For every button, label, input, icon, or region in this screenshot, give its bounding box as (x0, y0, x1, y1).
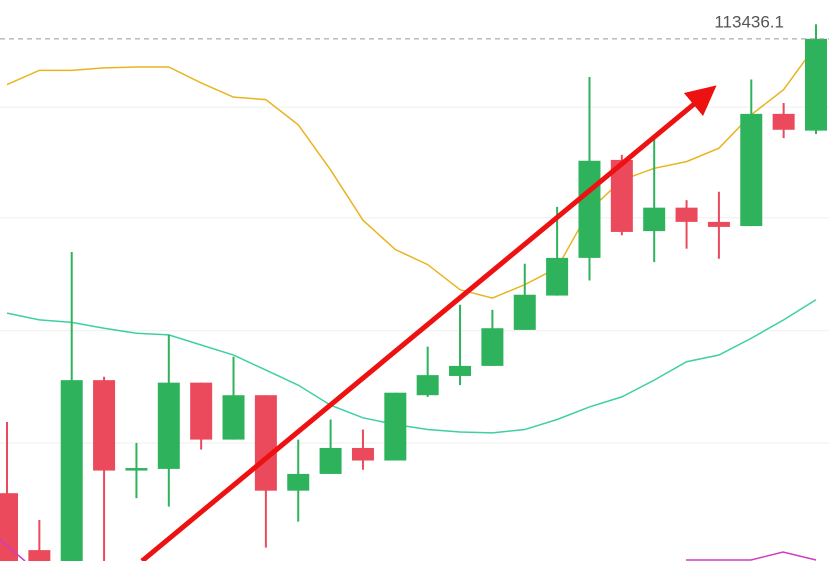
indicator-line (0, 539, 26, 561)
trend-arrow (140, 85, 717, 561)
candle-body (0, 493, 18, 561)
candle-body (707, 221, 730, 227)
candle-body (578, 160, 601, 258)
candle-body (513, 294, 536, 330)
candle-body (610, 159, 633, 232)
candle-body (287, 473, 310, 491)
candle-body (481, 328, 504, 366)
candle-body (675, 207, 698, 222)
candles (0, 24, 827, 561)
candle-body (93, 380, 116, 471)
candle-body (222, 395, 245, 440)
candle-body (449, 365, 472, 376)
moving-average (6, 299, 817, 434)
candle-body (28, 550, 51, 561)
candle-body (157, 382, 180, 469)
candle-body (254, 395, 277, 491)
grid (0, 106, 829, 444)
moving-average (6, 44, 817, 299)
candle-body (190, 382, 213, 440)
moving-averages (6, 44, 817, 434)
candle-body (60, 380, 83, 561)
candle-body (643, 207, 666, 232)
candle-body (351, 447, 374, 461)
candle-body (384, 392, 407, 461)
candle-body (319, 447, 342, 474)
last-price-label: 113436.1 (714, 12, 784, 31)
candle-body (416, 375, 439, 396)
candle-body (805, 38, 827, 131)
price-marker: 113436.1 (0, 12, 829, 40)
candle-body (772, 113, 795, 130)
candle-body (125, 468, 148, 471)
candle-body (740, 113, 763, 227)
indicator-line (686, 551, 817, 561)
candle-body (546, 257, 569, 296)
